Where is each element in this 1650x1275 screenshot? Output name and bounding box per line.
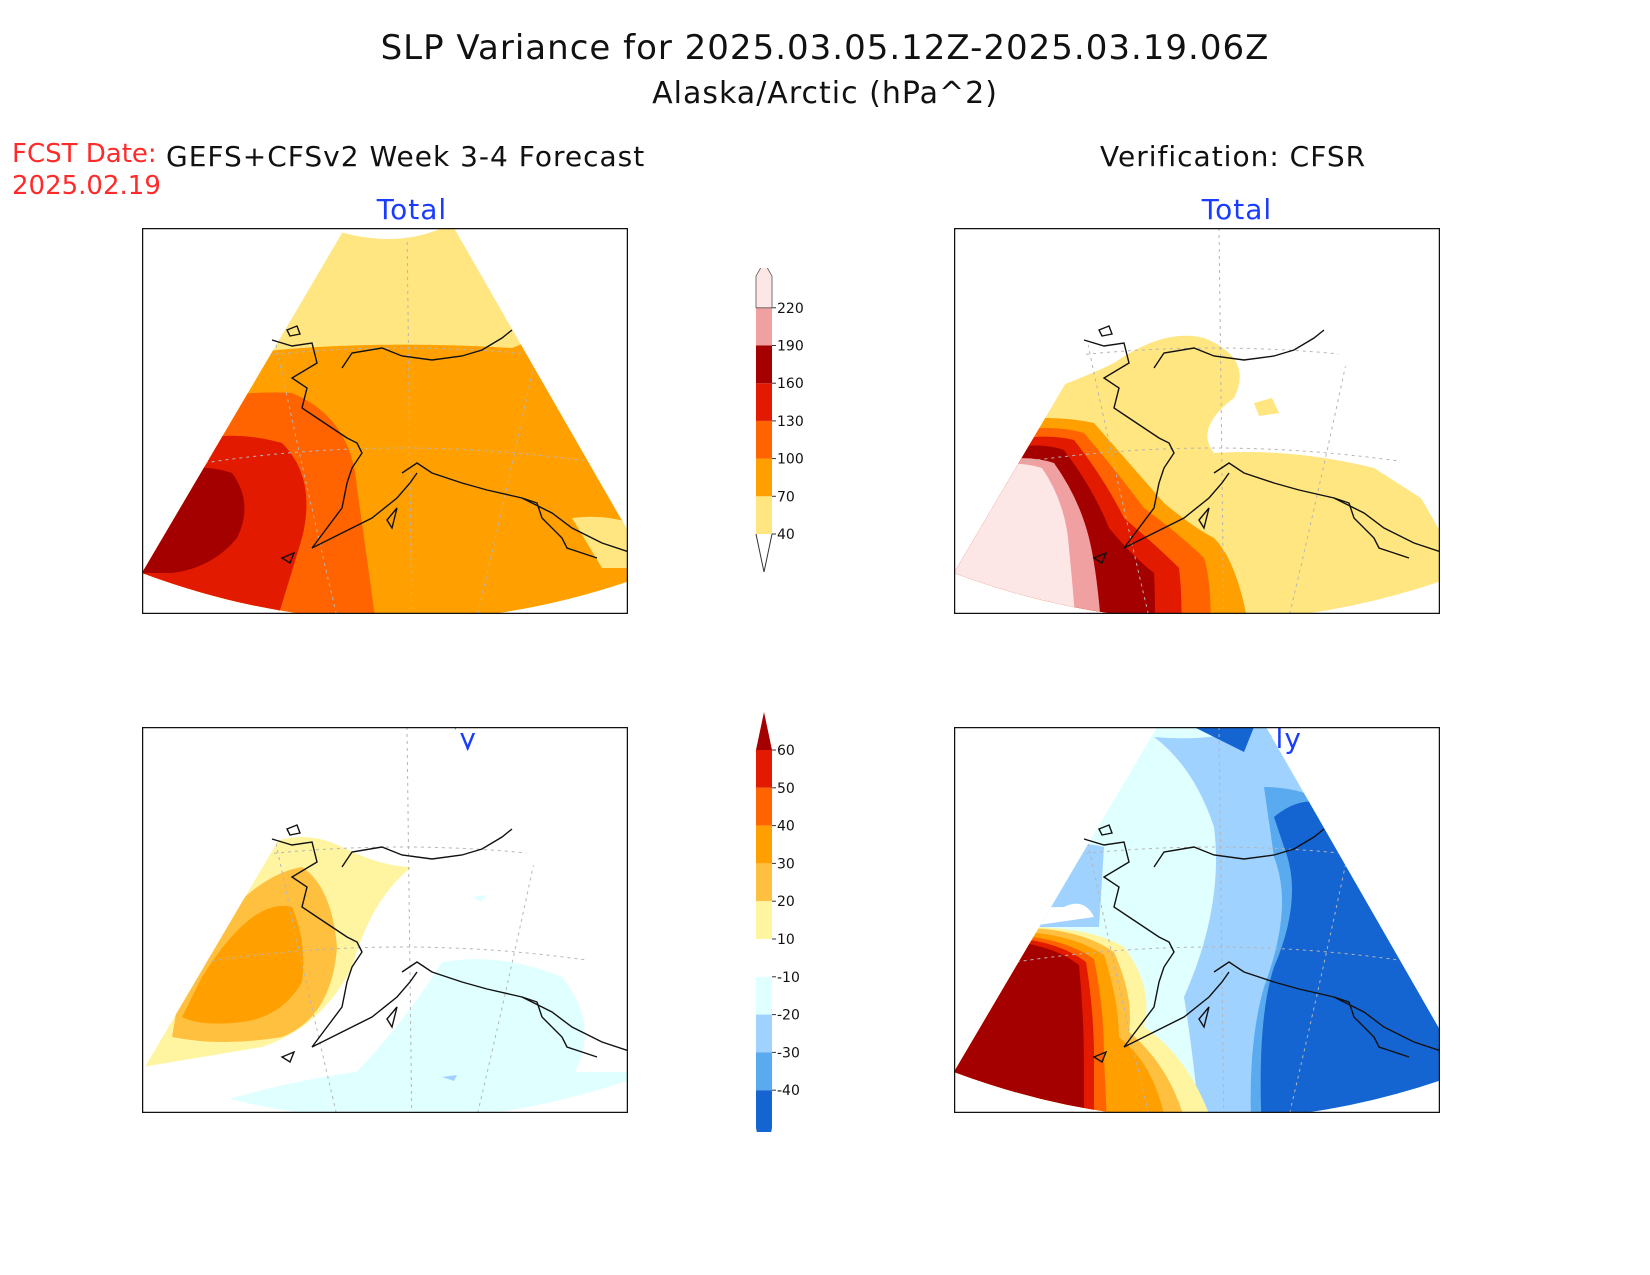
verification-column-title: Verification: CFSR: [1100, 140, 1367, 173]
colorbar-tick-label: -10: [777, 970, 800, 986]
anomaly-colorbar-ticks: 60 50 40 30 20 10 -10 -20 -30 -40: [772, 743, 800, 1099]
colorbar-swatch-1: [756, 750, 772, 788]
colorbar-swatch-5: [756, 307, 772, 346]
fcst-date-block: FCST Date: 2025.02.19: [12, 138, 161, 202]
colorbar-swatch-0: [756, 496, 772, 534]
colorbar-lower-arrow: [755, 533, 773, 573]
colorbar-tick-label: 220: [777, 301, 804, 317]
colorbar-tick-label: 10: [777, 932, 795, 948]
colorbar-tick-label: 100: [777, 452, 804, 468]
colorbar-tick-label: 130: [777, 414, 804, 430]
colorbar-swatch-6: [756, 939, 772, 977]
total-colorbar: 40 70 100 130 160 190 220: [755, 268, 804, 573]
forecast-anomaly-map: [142, 727, 628, 1113]
map-title: SLP Variance for 2025.03.05.12Z-2025.03.…: [380, 28, 1270, 68]
colorbar-swatch-3: [756, 825, 772, 864]
colorbar-tick-label: 160: [777, 376, 804, 392]
verification-total-map: [954, 228, 1440, 614]
forecast-total-map: [142, 228, 628, 614]
colorbar-swatch-9: [756, 1052, 772, 1091]
colorbar-swatch-6: [755, 268, 773, 309]
colorbar-tick-label: -30: [777, 1045, 800, 1061]
total-colorbar-ticks: 40 70 100 130 160 190 220: [772, 301, 804, 543]
colorbar-swatch-3: [756, 383, 772, 421]
colorbar-tick-label: 40: [777, 819, 795, 835]
colorbar-swatch-7: [756, 976, 772, 1015]
fcst-date-label: FCST Date:: [12, 139, 157, 169]
forecast-column-title: GEFS+CFSv2 Week 3-4 Forecast: [166, 140, 646, 173]
colorbar-swatch-2: [756, 787, 772, 826]
colorbar-swatch-8: [756, 1014, 772, 1053]
fcst-date-value: 2025.02.19: [12, 171, 161, 201]
total-colorbar-boxes: [755, 268, 773, 573]
forecast-total-title: Total: [376, 193, 448, 226]
colorbar-tick-label: 70: [777, 489, 795, 505]
colorbar-tick-label: 60: [777, 743, 795, 759]
colorbar-swatch-4: [756, 345, 772, 384]
colorbar-swatch-10: [756, 1090, 772, 1132]
colorbar-tick-label: 190: [777, 339, 804, 355]
anomaly-colorbar: 60 50 40 30 20 10 -10 -20 -30 -40: [756, 712, 800, 1132]
anomaly-colorbar-boxes: [756, 712, 772, 1132]
map-subtitle: Alaska/Arctic (hPa^2): [652, 76, 998, 111]
colorbar-swatch-1: [756, 458, 772, 497]
colorbar-swatch-4: [756, 863, 772, 902]
verification-total-title: Total: [1201, 193, 1273, 226]
colorbar-swatch-0: [756, 712, 772, 750]
colorbar-swatch-5: [756, 901, 772, 939]
colorbar-tick-label: 50: [777, 781, 795, 797]
colorbar-tick-label: -20: [777, 1008, 800, 1024]
colorbar-tick-label: 30: [777, 856, 795, 872]
colorbar-tick-label: 20: [777, 894, 795, 910]
colorbar-swatch-2: [756, 420, 772, 459]
colorbar-tick-label: 40: [777, 527, 795, 543]
colorbar-tick-label: -40: [777, 1083, 800, 1099]
verification-anomaly-map: [954, 727, 1440, 1113]
